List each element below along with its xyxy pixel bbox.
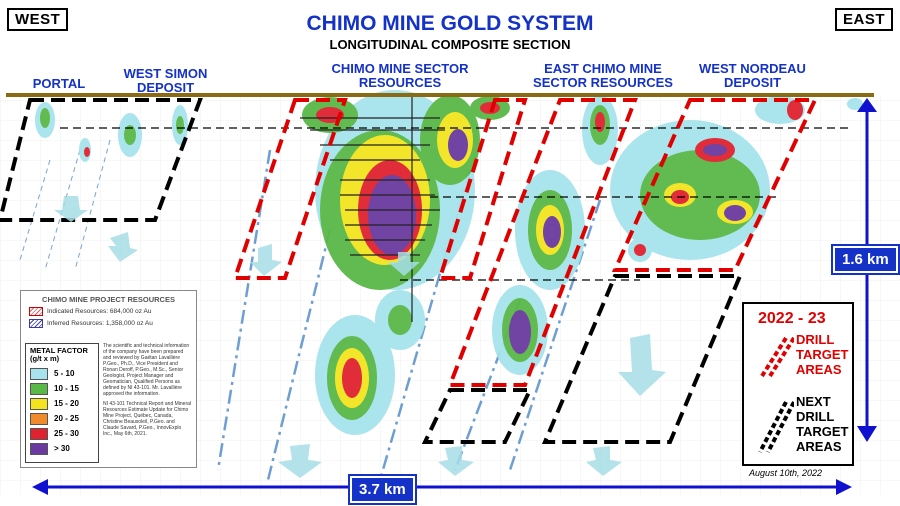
metal-factor-row: > 30 — [30, 441, 98, 456]
metal-factor-row: 20 - 25 — [30, 411, 98, 426]
indicated-row: Indicated Resources: 684,000 oz Au — [29, 307, 196, 316]
black-dashed-icon — [758, 401, 794, 453]
indicated-swatch — [29, 307, 43, 316]
metal-factor-title: METAL FACTOR (g/t x m) — [30, 346, 88, 363]
metal-factor-label: 15 - 20 — [54, 399, 79, 408]
drill-traces — [300, 95, 445, 322]
west-label: WEST — [7, 8, 69, 31]
legend-title: CHIMO MINE PROJECT RESOURCES — [42, 295, 175, 304]
zone-west-nordeau: WEST NORDEAU DEPOSIT — [699, 61, 806, 90]
metal-factor-swatch — [30, 397, 48, 410]
legend-note: The scientific and technical information… — [103, 343, 191, 437]
red-dashed-icon — [760, 336, 794, 378]
black-legend-line: DRILL — [796, 409, 835, 424]
red-legend-line: DRILL — [796, 332, 835, 347]
zone-portal: PORTAL — [32, 76, 86, 91]
inferred-row: Inferred Resources: 1,358,000 oz Au — [29, 319, 196, 328]
red-legend-line: AREAS — [796, 362, 842, 377]
metal-factor-swatch — [30, 442, 48, 455]
date-label: August 10th, 2022 — [748, 468, 822, 478]
page-subtitle: LONGITUDINAL COMPOSITE SECTION — [329, 37, 571, 52]
metal-factor-label: > 30 — [54, 444, 70, 453]
inferred-label: Inferred Resources: 1,358,000 oz Au — [47, 320, 153, 327]
zone-chimo-sector: CHIMO MINE SECTOR RESOURCES — [331, 61, 469, 90]
metal-factor-swatch — [30, 382, 48, 395]
resources-legend: CHIMO MINE PROJECT RESOURCES Indicated R… — [20, 290, 197, 468]
vertical-scale-label: 1.6 km — [831, 244, 900, 275]
level-lines — [60, 127, 850, 281]
zone-west-simon: WEST SIMON DEPOSIT — [123, 66, 208, 95]
page-title: CHIMO MINE GOLD SYSTEM — [306, 12, 594, 35]
metal-factor-label: 20 - 25 — [54, 414, 79, 423]
black-legend-line: NEXT — [796, 394, 831, 409]
black-target-areas — [0, 98, 744, 444]
horizontal-scale-label: 3.7 km — [348, 474, 417, 505]
surface-line — [6, 93, 874, 97]
drill-target-legend: 2022 - 23 DRILL TARGET AREAS NEXT DRILL TARG… — [742, 302, 854, 466]
metal-factor-swatch — [30, 412, 48, 425]
zone-east-chimo: EAST CHIMO MINE SECTOR RESOURCES — [533, 61, 673, 90]
indicated-label: Indicated Resources: 684,000 oz Au — [47, 308, 152, 315]
metal-factor-swatch — [30, 427, 48, 440]
metal-factor-swatch — [30, 367, 48, 380]
drill-legend-year: 2022 - 23 — [758, 310, 826, 327]
metal-factor-row: 25 - 30 — [30, 426, 98, 441]
metal-factor-label: 10 - 15 — [54, 384, 79, 393]
metal-factor-legend: METAL FACTOR (g/t x m) 5 - 10 10 - 15 15 -… — [25, 343, 99, 463]
red-legend-text: DRILL TARGET AREAS — [796, 332, 848, 377]
black-legend-text: NEXT DRILL TARGET AREAS — [796, 394, 848, 454]
black-legend-line: TARGET — [796, 424, 849, 439]
metal-factor-row: 15 - 20 — [30, 396, 98, 411]
plunge-arrows — [54, 196, 666, 478]
metal-factor-row: 10 - 15 — [30, 381, 98, 396]
red-target-areas — [232, 98, 819, 387]
black-legend-line: AREAS — [796, 439, 842, 454]
legend-note-2: NI 43-101 Technical Report and Mineral R… — [103, 401, 192, 437]
horizontal-scale-arrow — [32, 479, 852, 495]
east-label: EAST — [834, 8, 893, 31]
metal-factor-label: 5 - 10 — [54, 369, 75, 378]
inferred-swatch — [29, 319, 43, 328]
metal-factor-label: 25 - 30 — [54, 429, 79, 438]
metal-factor-row: 5 - 10 — [30, 366, 98, 381]
legend-note-1: The scientific and technical information… — [103, 343, 190, 397]
red-legend-line: TARGET — [796, 347, 849, 362]
